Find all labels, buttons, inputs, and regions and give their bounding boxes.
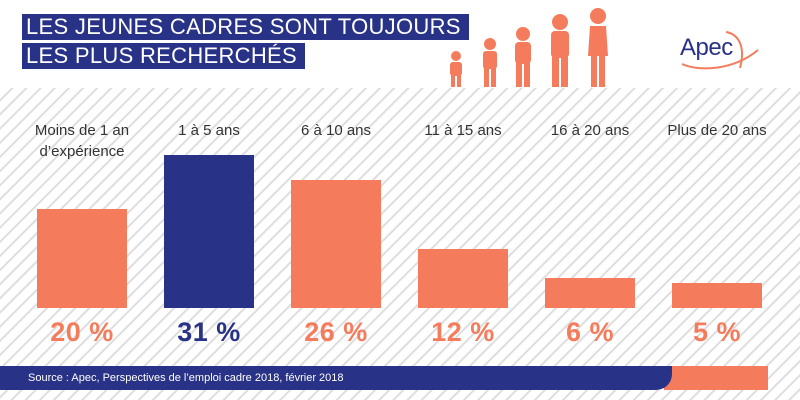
- footer-band: [0, 366, 672, 390]
- apec-logo: Apec: [674, 24, 766, 76]
- value-label: 5 %: [692, 317, 742, 347]
- people-silhouettes-icon: [450, 8, 608, 87]
- value-label: 12 %: [431, 317, 495, 347]
- category-label: Plus de 20 ans: [667, 122, 767, 139]
- footer: Source : Apec, Perspectives de l’emploi …: [0, 366, 800, 390]
- bar: [672, 283, 762, 308]
- source-note: Source : Apec, Perspectives de l’emploi …: [28, 372, 344, 384]
- category-label: Moins de 1 an d’expérience: [34, 122, 130, 160]
- category-label: 16 à 20 ans: [550, 122, 630, 139]
- value-label: 6 %: [565, 317, 615, 347]
- title-line-1: LES JEUNES CADRES SONT TOUJOURS: [22, 14, 469, 40]
- bar: [418, 248, 508, 308]
- category-label: 1 à 5 ans: [178, 122, 240, 139]
- value-label: 31 %: [177, 317, 241, 347]
- value-label: 26 %: [304, 317, 368, 347]
- bar: [164, 155, 254, 308]
- bar: [545, 278, 635, 308]
- logo-text: Apec: [680, 34, 733, 61]
- title-line-2: LES PLUS RECHERCHÉS: [22, 43, 305, 69]
- logo-swoosh-icon: [681, 31, 759, 70]
- footer-accent: [664, 366, 768, 390]
- category-label: 11 à 15 ans: [424, 122, 502, 139]
- bar: [291, 179, 381, 308]
- value-label: 20 %: [50, 317, 114, 347]
- bar: [37, 209, 127, 308]
- category-label: 6 à 10 ans: [300, 122, 372, 139]
